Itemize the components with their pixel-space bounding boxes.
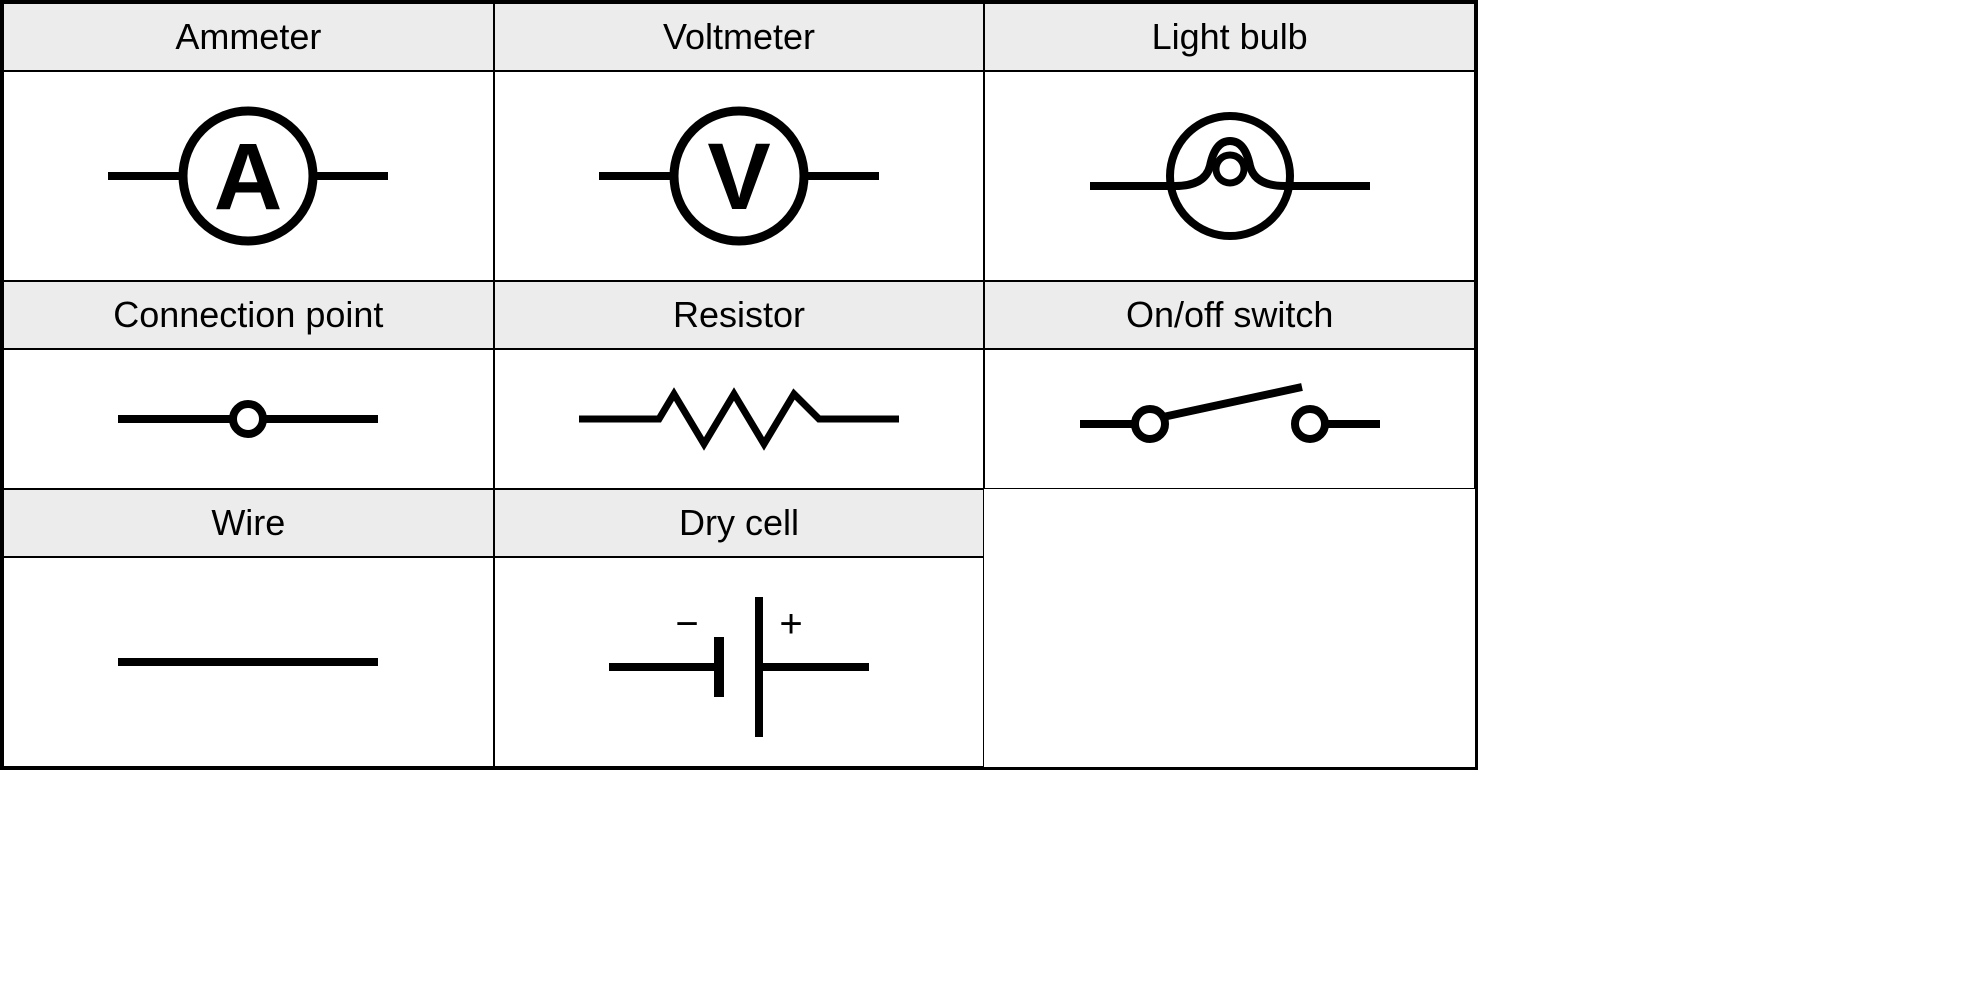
label: Connection point bbox=[113, 294, 383, 336]
symbol-drycell: − + bbox=[494, 557, 985, 767]
svg-text:+: + bbox=[779, 602, 802, 646]
symbol-voltmeter: V bbox=[494, 71, 985, 281]
voltmeter-icon: V bbox=[559, 91, 919, 261]
header-ammeter: Ammeter bbox=[3, 3, 494, 71]
drycell-icon: − + bbox=[559, 567, 919, 757]
ammeter-icon: A bbox=[68, 91, 428, 261]
lightbulb-icon bbox=[1050, 91, 1410, 261]
symbol-wire bbox=[3, 557, 494, 767]
header-connection: Connection point bbox=[3, 281, 494, 349]
svg-text:−: − bbox=[675, 602, 698, 646]
symbol-connection bbox=[3, 349, 494, 489]
svg-text:A: A bbox=[214, 124, 283, 230]
symbol-ammeter: A bbox=[3, 71, 494, 281]
label: Voltmeter bbox=[663, 16, 815, 58]
header-switch: On/off switch bbox=[984, 281, 1475, 349]
connection-icon bbox=[68, 369, 428, 469]
header-lightbulb: Light bulb bbox=[984, 3, 1475, 71]
svg-text:V: V bbox=[707, 124, 770, 230]
header-voltmeter: Voltmeter bbox=[494, 3, 985, 71]
label: Light bulb bbox=[1152, 16, 1308, 58]
label: Dry cell bbox=[679, 502, 799, 544]
switch-icon bbox=[1040, 369, 1420, 469]
wire-icon bbox=[68, 612, 428, 712]
header-wire: Wire bbox=[3, 489, 494, 557]
empty-cell bbox=[984, 557, 1475, 767]
header-drycell: Dry cell bbox=[494, 489, 985, 557]
label: Ammeter bbox=[175, 16, 321, 58]
label: On/off switch bbox=[1126, 294, 1333, 336]
label: Wire bbox=[211, 502, 285, 544]
symbol-switch bbox=[984, 349, 1475, 489]
label: Resistor bbox=[673, 294, 805, 336]
resistor-icon bbox=[539, 369, 939, 469]
empty-header bbox=[984, 489, 1475, 557]
symbol-resistor bbox=[494, 349, 985, 489]
symbols-table: Ammeter Voltmeter Light bulb A V bbox=[0, 0, 1478, 770]
header-resistor: Resistor bbox=[494, 281, 985, 349]
symbol-lightbulb bbox=[984, 71, 1475, 281]
